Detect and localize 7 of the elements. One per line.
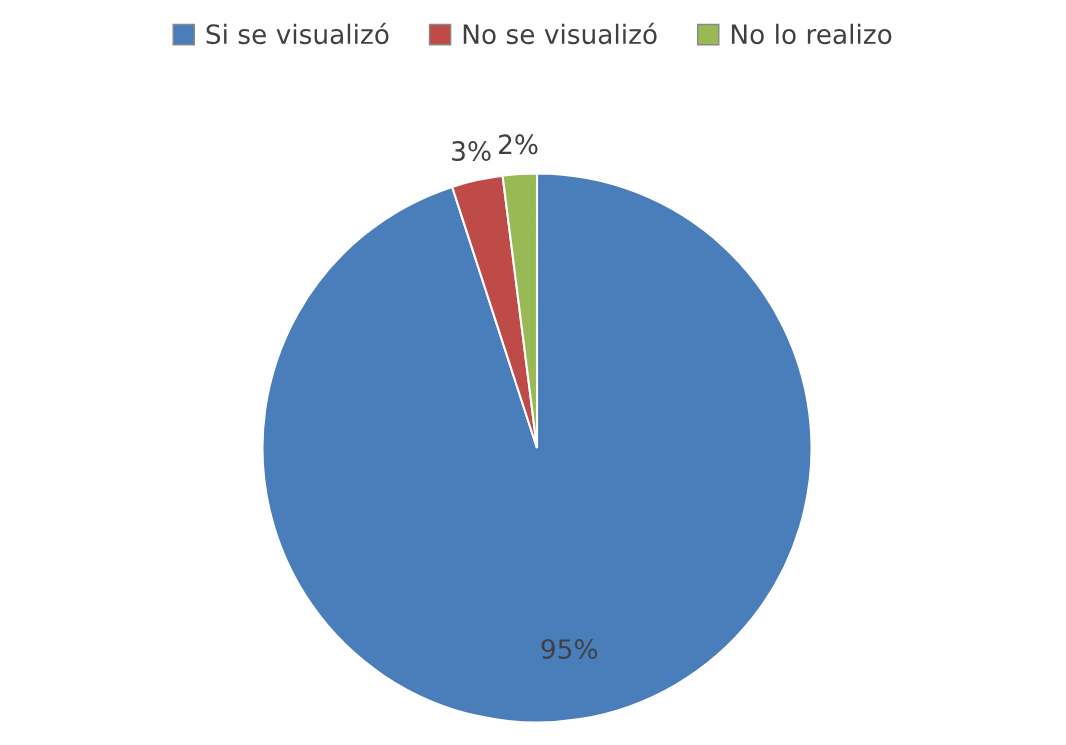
- legend-label: No se visualizó: [463, 22, 657, 45]
- legend-label: Si se visualizó: [206, 22, 389, 45]
- legend-label: No lo realizo: [731, 23, 892, 45]
- data-label: 95%: [541, 639, 598, 659]
- data-label: 2%: [499, 134, 538, 155]
- data-label: 3%: [452, 141, 491, 161]
- pie-slice: [261, 172, 813, 724]
